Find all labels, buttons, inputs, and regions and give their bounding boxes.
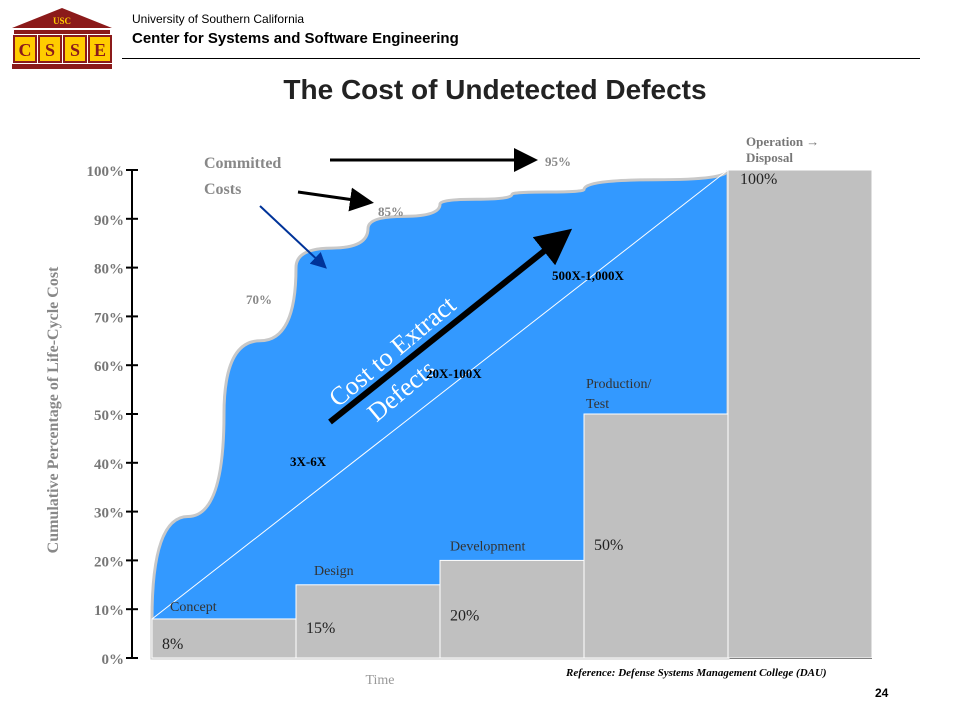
- extraction-multiplier: 500X-1,000X: [552, 268, 624, 283]
- phase-spent-label: 15%: [306, 620, 335, 637]
- logo-letter-box: [13, 35, 37, 63]
- logo-usc-text: USC: [53, 16, 71, 26]
- spent-bar-2: [295, 584, 441, 659]
- phase-label: Operation → Disposal: [746, 134, 819, 165]
- extraction-multiplier: 20X-100X: [426, 366, 482, 381]
- y-tick-label: 50%: [94, 408, 124, 424]
- spent-bar-5: [727, 169, 873, 659]
- y-tick-label: 40%: [94, 457, 124, 473]
- committed-percent-annotation: 95%: [545, 154, 571, 169]
- logo-letter: C: [19, 40, 32, 60]
- logo-letter-box: [38, 35, 62, 63]
- pointer-arrow-85: [297, 187, 374, 212]
- x-axis-label: Time: [365, 673, 394, 688]
- y-tick-label: 90%: [94, 213, 124, 229]
- committed-percent-annotation: 70%: [246, 292, 272, 307]
- phase-label: Development: [450, 539, 526, 554]
- logo-letter-box: [63, 35, 87, 63]
- phase-spent-label: 100%: [740, 171, 777, 188]
- y-tick-label: 10%: [94, 603, 124, 619]
- extraction-multiplier: 3X-6X: [290, 454, 327, 469]
- pointer-arrow-70: [259, 205, 327, 269]
- logo-letter-box: [88, 35, 112, 63]
- y-tick-label: 70%: [94, 310, 124, 326]
- center-name: Center for Systems and Software Engineer…: [132, 30, 459, 47]
- y-tick-label: 60%: [94, 359, 124, 375]
- cost-to-extract-arrow: [328, 228, 573, 425]
- y-tick-label: 100%: [87, 164, 125, 180]
- committed-costs-label: Committed Costs: [204, 155, 281, 198]
- phase-label: Production/Test: [586, 377, 651, 412]
- y-axis-label: Cumulative Percentage of Life-Cycle Cost: [45, 266, 62, 553]
- phase-spent-label: 8%: [162, 636, 183, 653]
- spent-bar-3: [439, 559, 585, 659]
- y-tick-label: 20%: [94, 554, 124, 570]
- phase-spent-label: 50%: [594, 537, 623, 554]
- phase-spent-label: 20%: [450, 607, 479, 624]
- reference-note: Reference: Defense Systems Management Co…: [566, 667, 827, 679]
- logo-letter: S: [45, 40, 55, 60]
- linear-reference-line: [151, 169, 729, 620]
- committed-percent-annotation: 85%: [378, 204, 404, 219]
- spent-bar-4: [583, 413, 729, 659]
- phase-label: Concept: [170, 600, 217, 615]
- header-divider: [122, 58, 920, 59]
- page-number: 24: [875, 686, 889, 700]
- y-tick-label: 0%: [102, 652, 125, 668]
- logo-letter: E: [94, 40, 106, 60]
- phase-label: Design: [314, 564, 354, 579]
- slide-title: The Cost of Undetected Defects: [283, 74, 707, 105]
- university-name: University of Southern California: [132, 12, 305, 26]
- y-tick-label: 30%: [94, 506, 124, 522]
- y-tick-label: 80%: [94, 262, 124, 278]
- logo-letter: S: [70, 40, 80, 60]
- spent-bar-1: [151, 618, 297, 659]
